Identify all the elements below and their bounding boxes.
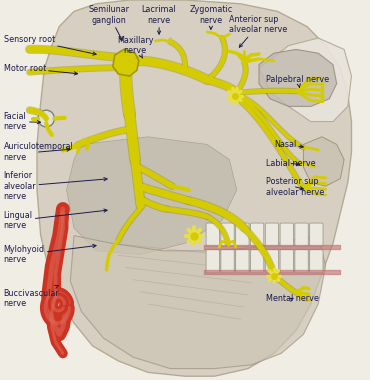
Text: Auriculotemporal
nerve: Auriculotemporal nerve (4, 142, 74, 162)
FancyBboxPatch shape (310, 223, 323, 246)
FancyBboxPatch shape (236, 223, 249, 246)
Text: Maxillary
nerve: Maxillary nerve (117, 36, 153, 58)
Polygon shape (259, 38, 352, 122)
FancyBboxPatch shape (250, 250, 264, 273)
Text: Mylohyoid
nerve: Mylohyoid nerve (4, 244, 96, 264)
Text: Motor root: Motor root (4, 64, 78, 75)
Text: Nasal: Nasal (274, 140, 303, 149)
Text: Anterior sup
alveolar nerve: Anterior sup alveolar nerve (229, 15, 287, 47)
Polygon shape (113, 49, 139, 76)
Polygon shape (303, 137, 344, 186)
FancyBboxPatch shape (250, 223, 264, 246)
Text: Sensory root: Sensory root (4, 35, 96, 55)
Text: Zygomatic
nerve: Zygomatic nerve (189, 5, 232, 29)
FancyBboxPatch shape (206, 250, 219, 273)
Text: Lingual
nerve: Lingual nerve (4, 209, 107, 230)
FancyBboxPatch shape (295, 250, 308, 273)
Text: Palpebral nerve: Palpebral nerve (266, 75, 330, 87)
FancyBboxPatch shape (236, 250, 249, 273)
FancyBboxPatch shape (206, 223, 219, 246)
Text: Labial nerve: Labial nerve (266, 159, 316, 168)
FancyBboxPatch shape (295, 223, 308, 246)
Text: Semilunar
ganglion: Semilunar ganglion (89, 5, 130, 40)
Text: Facial
nerve: Facial nerve (4, 112, 41, 131)
Text: Lacrimal
nerve: Lacrimal nerve (142, 5, 176, 34)
Circle shape (38, 110, 54, 127)
Text: Buccivascular
nerve: Buccivascular nerve (4, 285, 60, 308)
Polygon shape (67, 137, 237, 255)
Polygon shape (70, 236, 326, 369)
Polygon shape (37, 0, 352, 376)
Polygon shape (259, 49, 337, 106)
FancyBboxPatch shape (310, 250, 323, 273)
FancyBboxPatch shape (265, 250, 279, 273)
FancyBboxPatch shape (280, 223, 293, 246)
FancyBboxPatch shape (221, 250, 234, 273)
Text: Mental nerve: Mental nerve (266, 294, 319, 303)
FancyBboxPatch shape (221, 223, 234, 246)
FancyBboxPatch shape (280, 250, 293, 273)
FancyBboxPatch shape (265, 223, 279, 246)
Text: Inferior
alveolar
nerve: Inferior alveolar nerve (4, 171, 107, 201)
Text: Posterior sup
alveolar nerve: Posterior sup alveolar nerve (266, 177, 324, 197)
